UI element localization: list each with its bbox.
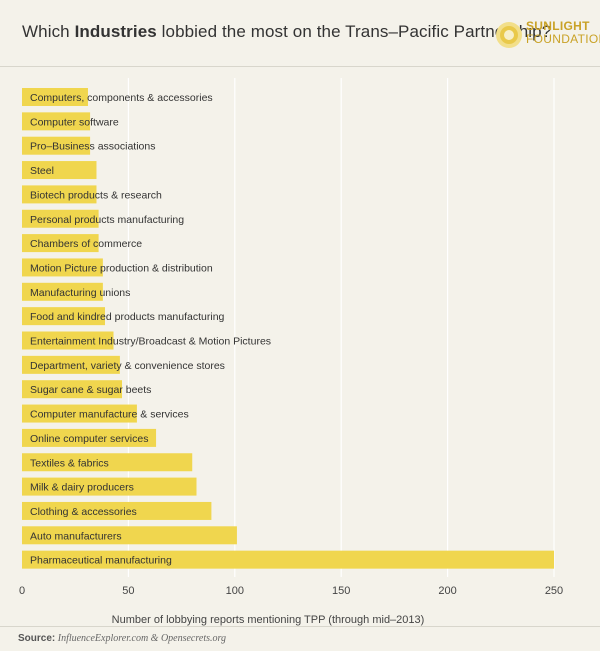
- title-suffix: lobbied the most on the Trans–Pacific Pa…: [156, 22, 552, 41]
- chart-title: Which Industries lobbied the most on the…: [22, 22, 551, 42]
- category-label: Milk & dairy producers: [30, 482, 134, 494]
- source-note: Source: InfluenceExplorer.com & Opensecr…: [18, 633, 226, 644]
- bar: [22, 209, 99, 228]
- x-tick-label: 250: [545, 585, 563, 597]
- source-text: InfluenceExplorer.com & Opensecrets.org: [57, 633, 227, 644]
- bar: [22, 550, 554, 569]
- bar: [22, 355, 120, 374]
- category-label: Steel: [30, 165, 54, 177]
- bar: [22, 307, 105, 326]
- category-label: Entertainment Industry/Broadcast & Motio…: [30, 336, 271, 348]
- bar-chart: Computers, components & accessories Compu…: [19, 78, 563, 626]
- header: Which Industries lobbied the most on the…: [0, 0, 600, 67]
- source-label: Source:: [18, 633, 56, 644]
- bar: [22, 112, 91, 131]
- bar: [22, 501, 212, 520]
- category-label: Personal products manufacturing: [30, 214, 184, 226]
- bar: [22, 477, 197, 496]
- sunlight-logo[interactable]: SUNLIGHT FOUNDATION: [494, 18, 600, 52]
- category-label: Auto manufacturers: [30, 530, 122, 542]
- bar: [22, 185, 97, 204]
- x-tick-label: 0: [19, 585, 25, 597]
- category-label: Biotech products & research: [30, 189, 162, 201]
- bar: [22, 404, 137, 423]
- category-label: Sugar cane & sugar beets: [30, 384, 151, 396]
- bar: [22, 331, 114, 350]
- category-label: Chambers of commerce: [30, 238, 142, 250]
- logo-line2: FOUNDATION: [526, 32, 600, 46]
- logo-text: SUNLIGHT FOUNDATION: [526, 20, 600, 46]
- bar: [22, 453, 193, 472]
- sun-icon: [496, 22, 522, 48]
- category-label: Clothing & accessories: [30, 506, 137, 518]
- category-label: Department, variety & convenience stores: [30, 360, 225, 372]
- bar: [22, 380, 123, 399]
- bar: [22, 428, 157, 447]
- category-label: Pharmaceutical manufacturing: [30, 555, 172, 567]
- category-label: Manufacturing unions: [30, 287, 130, 299]
- footer: Source: InfluenceExplorer.com & Opensecr…: [0, 626, 600, 651]
- x-axis-title: Number of lobbying reports mentioning TP…: [112, 614, 425, 626]
- category-label: Computer software: [30, 116, 119, 128]
- bar: [22, 258, 103, 277]
- x-tick-label: 100: [226, 585, 244, 597]
- bar: [22, 234, 99, 253]
- category-label: Motion Picture production & distribution: [30, 262, 213, 274]
- bar: [22, 282, 103, 301]
- category-label: Computers, components & accessories: [30, 92, 213, 104]
- x-tick-label: 150: [332, 585, 350, 597]
- category-label: Online computer services: [30, 433, 148, 445]
- category-label: Food and kindred products manufacturing: [30, 311, 225, 323]
- category-label: Pro–Business associations: [30, 141, 155, 153]
- logo-line1: SUNLIGHT: [526, 19, 590, 33]
- bar: [22, 161, 97, 180]
- category-label: Textiles & fabrics: [30, 457, 109, 469]
- title-bold: Industries: [74, 22, 157, 41]
- bar: [22, 136, 91, 155]
- x-tick-label: 200: [438, 585, 456, 597]
- x-tick-label: 50: [122, 585, 134, 597]
- bar: [22, 88, 88, 106]
- title-prefix: Which: [22, 22, 75, 41]
- bar: [22, 526, 237, 545]
- category-label: Computer manufacture & services: [30, 409, 189, 421]
